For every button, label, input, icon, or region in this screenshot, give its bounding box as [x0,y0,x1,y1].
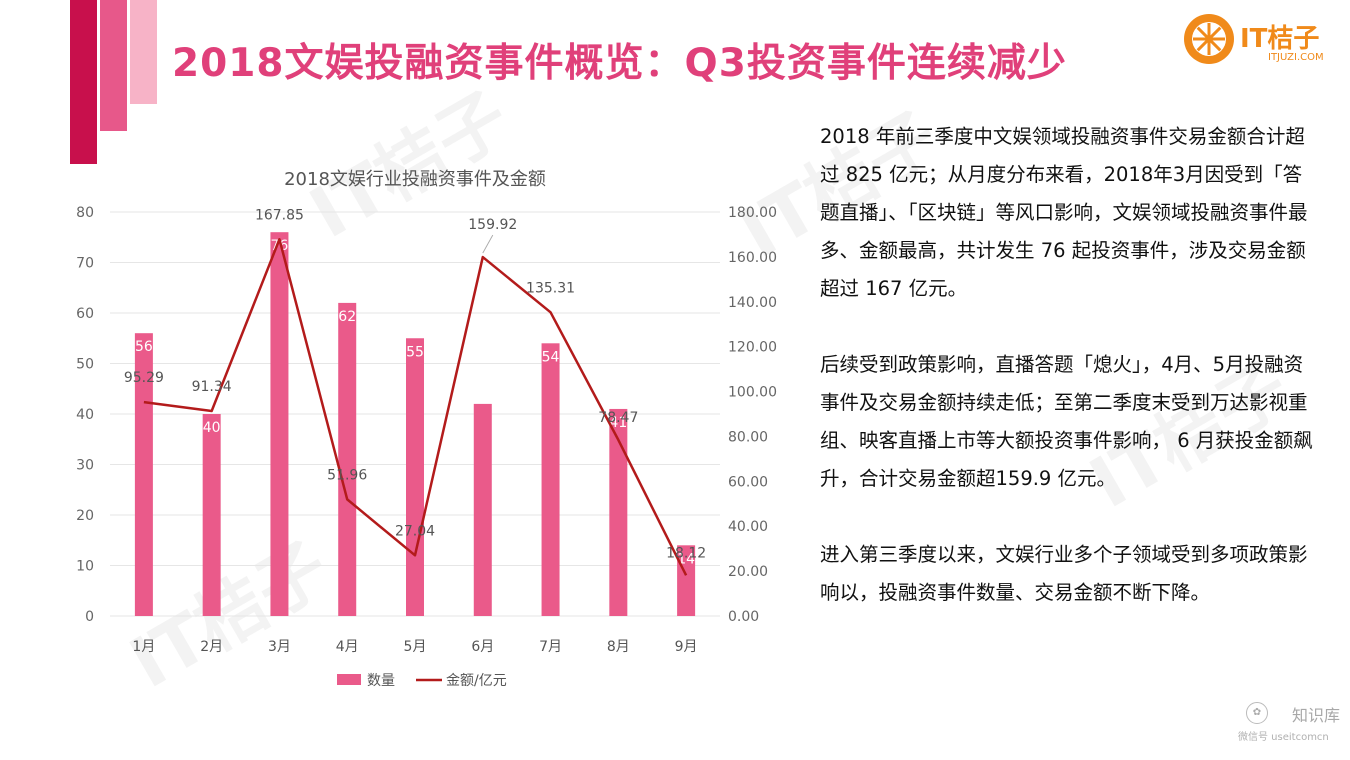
line-data-label: 135.31 [526,280,575,296]
y-left-tick-label: 70 [76,256,94,272]
x-tick-label: 5月 [404,639,427,655]
y-right-tick-label: 80.00 [728,429,768,445]
orange-slice-icon [1184,14,1234,64]
y-right-tick-label: 140.00 [728,295,777,311]
page-title: 2018文娱投融资事件概览：Q3投资事件连续减少 [172,41,1067,86]
y-left-tick-label: 10 [76,559,94,575]
bar-6月 [473,403,492,616]
y-right-tick-label: 180.00 [728,205,777,221]
bar-3月 [270,232,289,616]
y-right-tick-label: 120.00 [728,340,777,356]
y-left-tick-label: 50 [76,357,94,373]
bar-5月 [406,338,424,616]
bar-data-label: 62 [338,309,356,325]
bar-8月 [609,408,628,616]
y-left-tick-label: 60 [76,306,94,322]
y-left-tick-label: 0 [85,609,94,625]
x-tick-label: 6月 [471,639,494,655]
y-right-tick-label: 100.00 [728,385,777,401]
x-tick-label: 2月 [200,639,223,655]
bar-data-label: 56 [135,339,153,355]
bar-2月 [202,414,221,616]
bar-9月 [677,545,696,616]
account-name: 知识库 [1292,706,1341,725]
logo-name: IT桔子 [1240,24,1320,54]
x-tick-label: 3月 [268,639,291,655]
y-right-tick-label: 0.00 [728,609,759,625]
combo-chart: 2018文娱行业投融资事件及金额 0 10 20 30 40 50 60 70 80 0.00 20.… [60,150,800,710]
paragraph: 进入第三季度以来，文娱行业多个子领域受到多项政策影响以，投融资事件数量、交易金额… [820,543,1308,604]
wechat-watermark: ✿ 知识库 微信号 useitcomcn [1238,700,1346,750]
amount-line [143,238,688,576]
bar-data-label: 40 [203,420,221,436]
x-tick-label: 8月 [607,639,630,655]
paragraph: 2018 年前三季度中文娱领域投融资事件交易金额合计超过 825 亿元；从月度分… [820,125,1308,300]
line-data-label: 18.12 [666,545,706,561]
y-left-tick-label: 30 [76,458,94,474]
bar-4月 [338,302,357,616]
legend-swatch-bar [337,674,361,685]
leader-line [482,234,494,254]
decor-bar-dark [70,0,97,164]
y-left-tick-label: 20 [76,508,94,524]
x-tick-label: 4月 [336,639,359,655]
x-tick-label: 9月 [675,639,698,655]
x-tick-label: 1月 [132,639,155,655]
y-left-tick-label: 80 [76,205,94,221]
y-right-tick-label: 60.00 [728,474,768,490]
line-data-label: 51.96 [327,467,367,483]
paragraph: 后续受到政策影响，直播答题「熄火」，4月、5月投融资事件及交易金额持续走低；至第… [820,353,1313,490]
bar-data-label: 55 [406,344,424,360]
decor-bar-light [130,0,157,104]
legend-label: 金额/亿元 [446,673,507,689]
y-right-tick-label: 20.00 [728,564,768,580]
x-tick-label: 7月 [539,639,562,655]
y-right-tick-label: 160.00 [728,250,777,266]
legend-label: 数量 [367,673,395,689]
bar-7月 [541,343,560,616]
line-data-label: 27.04 [395,523,435,539]
line-data-label: 167.85 [255,207,304,223]
brand-logo: IT桔子 ITJUZI.COM [1180,12,1340,68]
logo-url: ITJUZI.COM [1268,52,1324,63]
decor-bar-mid [100,0,127,131]
y-left-tick-label: 40 [76,407,94,423]
y-right-tick-label: 40.00 [728,519,768,535]
bar-data-label: 14 [677,551,695,567]
bar-data-label: 54 [542,349,560,365]
wechat-icon: ✿ [1246,702,1268,724]
line-data-label: 159.92 [468,217,517,233]
chart-title: 2018文娱行业投融资事件及金额 [284,169,546,190]
account-id: 微信号 useitcomcn [1238,732,1329,743]
line-data-label: 78.47 [598,410,638,426]
line-data-label: 91.34 [192,379,232,395]
description-text: 2018 年前三季度中文娱领域投融资事件交易金额合计超过 825 亿元；从月度分… [820,118,1315,650]
line-data-label: 95.29 [124,370,164,386]
bar-data-label: 41 [609,415,627,431]
chart-svg: 2018文娱行业投融资事件及金额 0 10 20 30 40 50 60 70 80 0.00 20.… [76,169,777,689]
